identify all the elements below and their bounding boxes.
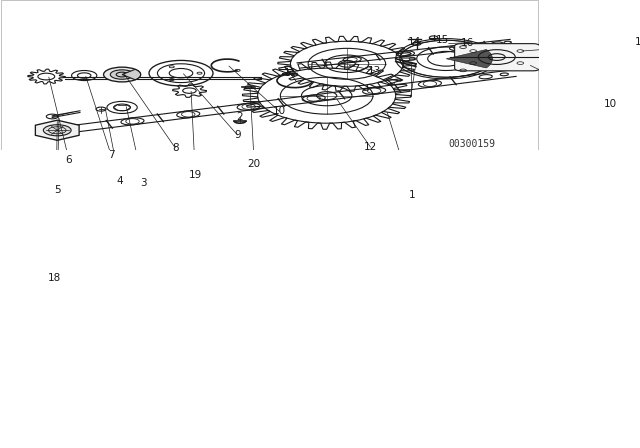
Text: 2: 2 — [237, 112, 243, 122]
Circle shape — [104, 67, 141, 82]
Text: 7: 7 — [108, 150, 115, 160]
Text: 15: 15 — [435, 35, 449, 45]
Text: 11: 11 — [284, 68, 297, 78]
Text: 3: 3 — [140, 178, 147, 188]
Text: 10: 10 — [273, 107, 286, 116]
Text: 20: 20 — [248, 159, 261, 169]
Text: 5: 5 — [54, 185, 61, 195]
Text: 18: 18 — [48, 273, 61, 283]
Circle shape — [110, 70, 134, 79]
Text: 12: 12 — [364, 142, 377, 152]
Text: 19: 19 — [189, 170, 202, 180]
Circle shape — [44, 125, 71, 136]
Text: 16: 16 — [461, 38, 474, 47]
Polygon shape — [35, 120, 79, 140]
Text: 00300159: 00300159 — [448, 139, 495, 149]
Wedge shape — [446, 50, 493, 68]
Text: 10: 10 — [604, 99, 617, 109]
Text: 4: 4 — [116, 176, 123, 186]
FancyBboxPatch shape — [454, 43, 540, 71]
Text: 14: 14 — [408, 37, 421, 47]
Text: 1: 1 — [409, 190, 416, 200]
Text: 9: 9 — [234, 130, 241, 140]
Text: 8: 8 — [172, 143, 179, 153]
Wedge shape — [122, 69, 141, 80]
Text: 17: 17 — [635, 37, 640, 47]
Text: 6: 6 — [66, 155, 72, 165]
Text: 13: 13 — [368, 65, 381, 76]
